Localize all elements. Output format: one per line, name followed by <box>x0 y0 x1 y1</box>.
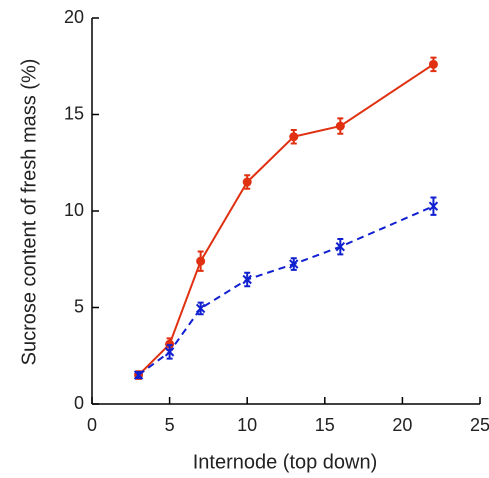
point <box>335 241 346 252</box>
point <box>289 259 299 269</box>
y-tick-label: 0 <box>74 393 84 413</box>
point <box>428 201 439 211</box>
x-tick-label: 20 <box>392 415 412 435</box>
point <box>196 256 206 266</box>
x-tick-label: 15 <box>315 415 335 435</box>
series-line <box>137 63 434 376</box>
point <box>195 303 206 314</box>
point <box>242 177 252 187</box>
x-tick-label: 25 <box>470 415 489 435</box>
y-tick-label: 5 <box>74 296 84 316</box>
point <box>335 121 345 131</box>
point <box>242 274 252 285</box>
x-tick-label: 10 <box>237 415 257 435</box>
x-tick-label: 0 <box>87 415 97 435</box>
y-tick-label: 15 <box>64 103 84 123</box>
y-tick-label: 10 <box>64 200 84 220</box>
x-tick-label: 5 <box>165 415 175 435</box>
y-tick-label: 20 <box>64 7 84 27</box>
point <box>133 370 144 380</box>
point <box>289 132 299 142</box>
x-axis-label: Internode (top down) <box>193 451 378 473</box>
point <box>164 347 175 357</box>
series-line <box>137 205 434 376</box>
y-axis-label: Sucrose content of fresh mass (%) <box>18 59 40 366</box>
point <box>428 59 438 69</box>
